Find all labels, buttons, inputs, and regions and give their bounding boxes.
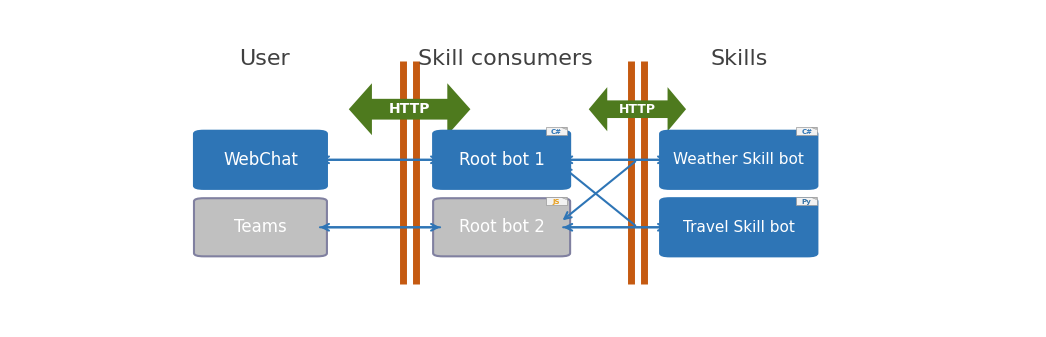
Polygon shape (348, 83, 471, 135)
Text: Root bot 1: Root bot 1 (459, 151, 545, 169)
FancyBboxPatch shape (194, 198, 327, 256)
Polygon shape (812, 197, 816, 199)
FancyBboxPatch shape (433, 198, 570, 256)
Text: Weather Skill bot: Weather Skill bot (674, 152, 804, 167)
FancyBboxPatch shape (546, 197, 567, 206)
Text: Py: Py (802, 199, 812, 205)
Text: WebChat: WebChat (223, 151, 298, 169)
Text: HTTP: HTTP (389, 102, 430, 116)
Text: C#: C# (801, 129, 813, 135)
FancyBboxPatch shape (796, 127, 817, 135)
Text: Skill consumers: Skill consumers (418, 49, 593, 69)
FancyBboxPatch shape (194, 131, 327, 189)
Polygon shape (812, 127, 816, 129)
FancyBboxPatch shape (546, 127, 567, 135)
Polygon shape (589, 87, 686, 131)
FancyBboxPatch shape (660, 131, 817, 189)
Text: Travel Skill bot: Travel Skill bot (683, 220, 795, 235)
Text: Teams: Teams (234, 218, 287, 236)
Text: User: User (240, 49, 290, 69)
Polygon shape (561, 127, 566, 129)
FancyBboxPatch shape (433, 131, 570, 189)
FancyBboxPatch shape (660, 198, 817, 256)
Text: JS: JS (552, 199, 560, 205)
Text: Skills: Skills (710, 49, 768, 69)
Text: HTTP: HTTP (619, 103, 656, 116)
FancyBboxPatch shape (796, 197, 817, 206)
Text: C#: C# (551, 129, 562, 135)
Text: Root bot 2: Root bot 2 (459, 218, 545, 236)
Polygon shape (561, 197, 566, 199)
